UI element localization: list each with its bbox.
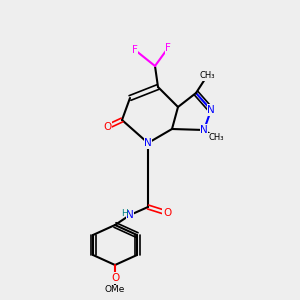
Text: N: N <box>126 210 134 220</box>
Text: H: H <box>122 209 128 218</box>
Text: CH₃: CH₃ <box>199 71 215 80</box>
Text: CH₃: CH₃ <box>208 134 224 142</box>
Text: F: F <box>132 45 138 55</box>
Text: N: N <box>200 125 208 135</box>
Text: O: O <box>111 273 119 283</box>
Text: OMe: OMe <box>105 286 125 295</box>
Text: O: O <box>163 208 171 218</box>
Text: N: N <box>144 138 152 148</box>
Text: O: O <box>103 122 111 132</box>
Text: N: N <box>207 105 215 115</box>
Text: F: F <box>165 43 171 53</box>
